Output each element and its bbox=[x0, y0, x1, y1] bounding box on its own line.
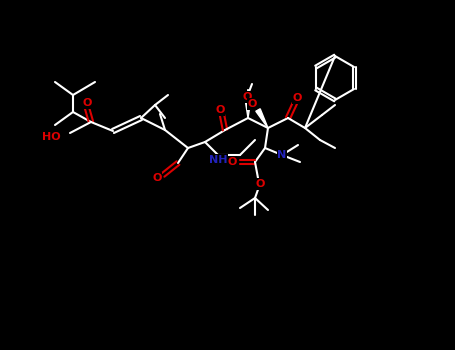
Text: NH: NH bbox=[209, 155, 227, 165]
Text: N: N bbox=[278, 150, 287, 160]
Text: O: O bbox=[255, 179, 265, 189]
Polygon shape bbox=[246, 102, 251, 118]
Text: O: O bbox=[215, 105, 225, 115]
Text: O: O bbox=[292, 93, 302, 103]
Text: O: O bbox=[152, 173, 162, 183]
Text: O: O bbox=[228, 157, 237, 167]
Text: O: O bbox=[248, 99, 257, 109]
Text: O: O bbox=[82, 98, 92, 108]
Polygon shape bbox=[256, 109, 268, 128]
Text: O: O bbox=[243, 92, 252, 102]
Text: HO: HO bbox=[42, 132, 61, 142]
